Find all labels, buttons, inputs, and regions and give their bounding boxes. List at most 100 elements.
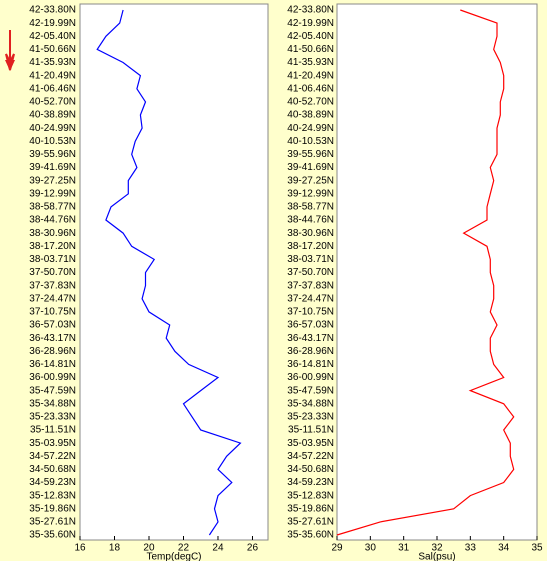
y-tick-label: 38-03.71N [287,254,334,265]
x-tick-label: 34 [498,543,510,554]
y-tick-label: 40-10.53N [287,136,334,147]
x-tick-label: 24 [212,543,224,554]
x-tick-label: 30 [365,543,377,554]
y-tick-label: 37-37.83N [287,280,334,291]
y-tick-label: 35-11.51N [288,425,334,436]
y-tick-label: 37-24.47N [287,293,334,304]
y-tick-label: 40-52.70N [29,97,76,108]
y-tick-label: 35-19.86N [287,503,334,514]
y-tick-label: 40-38.89N [29,110,76,121]
x-tick-label: 31 [398,543,410,554]
y-tick-label: 41-06.46N [287,83,334,94]
y-tick-label: 36-57.03N [29,320,76,331]
y-tick-label: 35-34.88N [29,398,76,409]
y-tick-label: 40-24.99N [287,123,334,134]
y-tick-label: 41-35.93N [29,57,76,68]
y-tick-label: 42-33.80N [29,5,76,16]
y-tick-label: 36-28.96N [29,346,76,357]
y-tick-label: 39-55.96N [287,149,334,160]
y-tick-label: 34-59.23N [287,477,334,488]
y-tick-label: 35-23.33N [287,412,334,423]
y-tick-label: 34-57.22N [29,451,76,462]
y-tick-label: 41-06.46N [29,83,76,94]
x-tick-label: 18 [109,543,121,554]
y-tick-label: 38-17.20N [287,241,334,252]
y-tick-label: 39-55.96N [29,149,76,160]
y-tick-label: 42-19.99N [287,18,334,29]
y-tick-label: 38-58.77N [287,202,334,213]
y-tick-label: 38-17.20N [29,241,76,252]
y-tick-label: 36-43.17N [29,333,76,344]
y-tick-label: 38-03.71N [29,254,76,265]
plot-frame [336,3,538,541]
y-tick-label: 35-47.59N [29,385,76,396]
y-tick-label: 35-11.51N [30,425,76,436]
y-tick-label: 35-47.59N [287,385,334,396]
y-tick-label: 34-59.23N [29,477,76,488]
y-tick-label: 41-20.49N [29,70,76,81]
y-tick-label: 35-12.83N [287,490,334,501]
y-tick-label: 37-10.75N [29,307,76,318]
y-tick-label: 38-58.77N [29,202,76,213]
y-tick-label: 40-38.89N [287,110,334,121]
y-tick-label: 35-03.95N [29,438,76,449]
y-tick-label: 41-35.93N [287,57,334,68]
y-tick-label: 36-00.99N [287,372,334,383]
arrow-head [5,60,15,71]
y-tick-label: 38-30.96N [287,228,334,239]
y-tick-label: 39-41.69N [29,162,76,173]
y-tick-label: 38-44.76N [29,215,76,226]
y-tick-label: 35-34.88N [287,398,334,409]
data-line [336,9,515,536]
y-tick-label: 38-30.96N [29,228,76,239]
y-tick-label: 40-24.99N [29,123,76,134]
y-tick-label: 42-19.99N [29,18,76,29]
y-tick-label: 36-14.81N [287,359,334,370]
y-tick-label: 42-33.80N [287,5,334,16]
y-tick-label: 36-43.17N [287,333,334,344]
y-tick-label: 37-50.70N [287,267,334,278]
y-tick-label: 39-41.69N [287,162,334,173]
data-line [96,9,242,536]
y-tick-label: 39-12.99N [287,188,334,199]
y-tick-label: 34-50.68N [287,464,334,475]
y-tick-label: 36-28.96N [287,346,334,357]
x-tick-label: 22 [178,543,190,554]
y-tick-label: 39-27.25N [287,175,334,186]
plot-frame [79,3,269,541]
x-tick-label: 32 [431,543,443,554]
y-tick-label: 37-37.83N [29,280,76,291]
x-axis-label: Temp(degC) [146,552,201,561]
x-tick-label: 26 [247,543,259,554]
y-tick-label: 34-57.22N [287,451,334,462]
x-tick-label: 35 [531,543,543,554]
y-tick-label: 41-50.66N [29,44,76,55]
y-tick-label: 35-03.95N [287,438,334,449]
y-tick-label: 41-50.66N [287,44,334,55]
y-tick-label: 38-44.76N [287,215,334,226]
x-axis-label: Sal(psu) [418,552,455,561]
x-tick-label: 20 [143,543,155,554]
x-tick-label: 29 [331,543,343,554]
x-tick-label: 16 [74,543,86,554]
y-tick-label: 37-10.75N [287,307,334,318]
y-tick-label: 34-50.68N [29,464,76,475]
y-tick-label: 37-50.70N [29,267,76,278]
y-tick-label: 36-14.81N [29,359,76,370]
y-tick-label: 36-57.03N [287,320,334,331]
y-tick-label: 35-27.61N [287,517,334,528]
y-tick-label: 42-05.40N [287,31,334,42]
y-tick-label: 40-52.70N [287,97,334,108]
y-tick-label: 35-12.83N [29,490,76,501]
y-tick-label: 35-35.60N [287,530,334,541]
y-tick-label: 42-05.40N [29,31,76,42]
y-tick-label: 39-12.99N [29,188,76,199]
y-tick-label: 35-19.86N [29,503,76,514]
y-tick-label: 39-27.25N [29,175,76,186]
y-tick-label: 37-24.47N [29,293,76,304]
y-tick-label: 35-27.61N [29,517,76,528]
y-tick-label: 35-23.33N [29,412,76,423]
x-tick-label: 33 [465,543,477,554]
y-tick-label: 40-10.53N [29,136,76,147]
